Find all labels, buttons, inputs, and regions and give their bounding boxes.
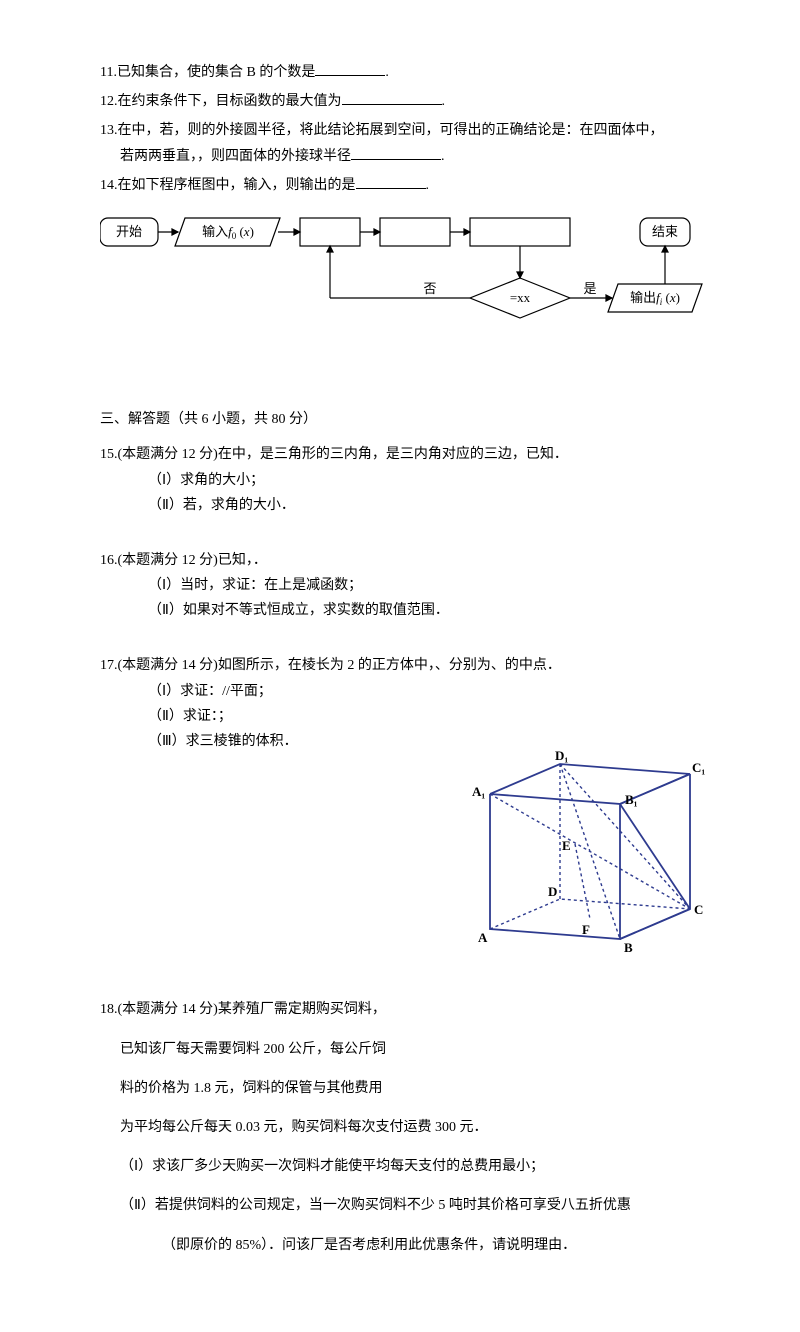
cube-figure: D₁ C₁ A₁ B₁ E D C F A B: [460, 744, 710, 983]
question-14: 14.在如下程序框图中，输入，则输出的是.: [100, 173, 710, 198]
q12-blank: [342, 90, 442, 105]
section-3-heading: 三、解答题（共 6 小题，共 80 分）: [100, 407, 710, 432]
q17-p2: （Ⅱ）求证：；: [100, 704, 710, 729]
q16-head: (本题满分 12 分)已知，．: [118, 553, 267, 568]
q11-num: 11.: [100, 65, 117, 80]
q17-num: 17.: [100, 658, 118, 673]
q12-text-a: 在约束条件下，目标函数的最大值为: [118, 94, 342, 109]
q18-p2: （Ⅱ）若提供饲料的公司规定，当一次购买饲料不少 5 吨时其价格可享受八五折优惠: [100, 1193, 710, 1218]
q17-p1: （Ⅰ）求证：//平面；: [100, 679, 710, 704]
q15-head: (本题满分 12 分)在中，是三角形的三内角，是三内角对应的三边，已知．: [118, 447, 568, 462]
q18-p1: （Ⅰ）求该厂多少天购买一次饲料才能使平均每天支付的总费用最小；: [100, 1154, 710, 1179]
cube-label-E: E: [562, 838, 571, 853]
q13-blank: [351, 145, 441, 160]
question-13: 13.在中，若，则的外接圆半径，将此结论拓展到空间，可得出的正确结论是：在四面体…: [100, 118, 710, 168]
q18-num: 18.: [100, 1002, 118, 1017]
q18-l2: 已知该厂每天需要饲料 200 公斤，每公斤饲: [100, 1037, 710, 1062]
q16-p1: （Ⅰ）当时，求证：在上是减函数；: [100, 573, 710, 598]
q16-num: 16.: [100, 553, 118, 568]
flow-yes-label: 是: [583, 281, 596, 296]
question-16: 16.(本题满分 12 分)已知，． （Ⅰ）当时，求证：在上是减函数； （Ⅱ）如…: [100, 548, 710, 624]
flow-process-1: [300, 218, 360, 246]
q13-num: 13.: [100, 123, 118, 138]
q14-blank: [356, 174, 426, 189]
q15-p2: （Ⅱ）若，求角的大小．: [100, 493, 710, 518]
flow-end-label: 结束: [652, 224, 678, 239]
cube-label-D: D: [548, 884, 557, 899]
q15-p1: （Ⅰ）求角的大小；: [100, 468, 710, 493]
question-18: 18.(本题满分 14 分)某养殖厂需定期购买饲料， 已知该厂每天需要饲料 20…: [100, 997, 710, 1257]
cube-label-B: B: [624, 940, 633, 955]
q12-num: 12.: [100, 94, 118, 109]
q16-p2: （Ⅱ）如果对不等式恒成立，求实数的取值范围．: [100, 598, 710, 623]
q11-text-a: 已知集合，使的集合 B 的个数是: [117, 65, 315, 80]
cube-label-D1: D₁: [555, 748, 568, 763]
q12-text-b: .: [442, 94, 446, 109]
q18-p2b: （即原价的 85%）．问该厂是否考虑利用此优惠条件，请说明理由．: [100, 1233, 710, 1258]
flow-start-label: 开始: [116, 224, 142, 239]
flow-process-2: [380, 218, 450, 246]
cube-label-C1: C₁: [692, 760, 705, 775]
flow-input-label: 输入f0 (x): [202, 224, 254, 241]
q13-line1: 在中，若，则的外接圆半径，将此结论拓展到空间，可得出的正确结论是：在四面体中，: [118, 123, 664, 138]
q18-head: (本题满分 14 分)某养殖厂需定期购买饲料，: [118, 1002, 386, 1017]
q13-line2a: 若两两垂直，，则四面体的外接球半径: [120, 149, 351, 164]
q15-num: 15.: [100, 447, 118, 462]
question-12: 12.在约束条件下，目标函数的最大值为.: [100, 89, 710, 114]
q14-text-b: .: [426, 178, 430, 193]
question-11: 11.已知集合，使的集合 B 的个数是.: [100, 60, 710, 85]
flowchart-diagram: 开始 输入f0 (x) =xx 否 是 输出fi (x) 结束: [100, 208, 710, 367]
flow-decision-label: =xx: [510, 290, 531, 305]
cube-label-C: C: [694, 902, 703, 917]
flow-process-3: [470, 218, 570, 246]
cube-label-B1: B₁: [625, 792, 638, 807]
flow-no-label: 否: [423, 281, 436, 296]
cube-label-A: A: [478, 930, 488, 945]
q18-l3: 料的价格为 1.8 元，饲料的保管与其他费用: [100, 1076, 710, 1101]
q11-blank: [315, 61, 385, 76]
q13-line2b: .: [441, 149, 445, 164]
flow-output-label: 输出fi (x): [630, 290, 680, 307]
q14-text-a: 在如下程序框图中，输入，则输出的是: [118, 178, 356, 193]
question-15: 15.(本题满分 12 分)在中，是三角形的三内角，是三内角对应的三边，已知． …: [100, 442, 710, 518]
q17-head: (本题满分 14 分)如图所示，在棱长为 2 的正方体中，、分别为、的中点．: [118, 658, 561, 673]
question-17: 17.(本题满分 14 分)如图所示，在棱长为 2 的正方体中，、分别为、的中点…: [100, 653, 710, 983]
q14-num: 14.: [100, 178, 118, 193]
cube-label-F: F: [582, 922, 590, 937]
q11-text-b: .: [385, 65, 389, 80]
q18-l4: 为平均每公斤每天 0.03 元，购买饲料每次支付运费 300 元．: [100, 1115, 710, 1140]
cube-label-A1: A₁: [472, 784, 485, 799]
